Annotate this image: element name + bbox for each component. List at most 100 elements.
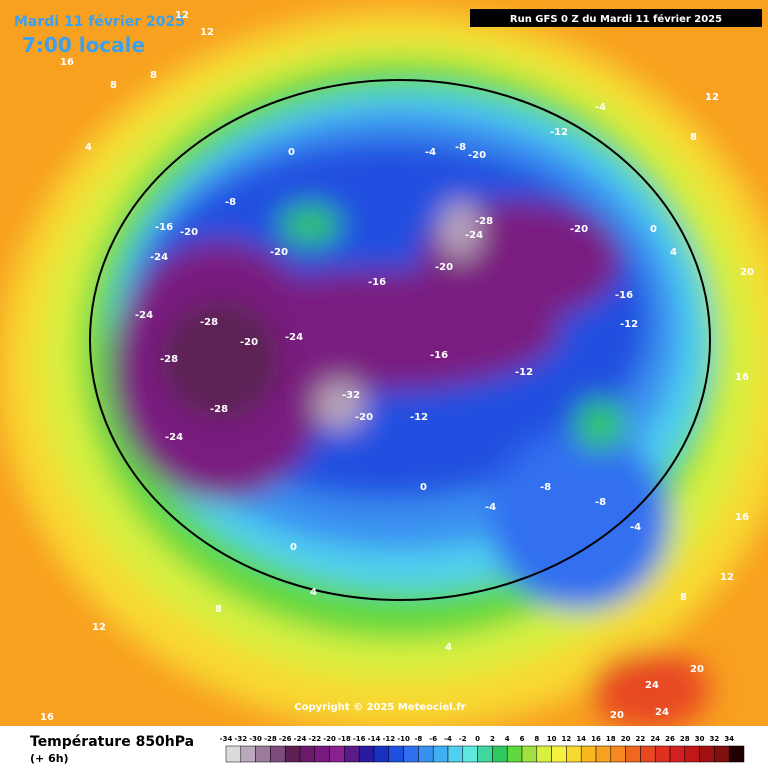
legend-swatch [699, 745, 715, 763]
legend-swatch [566, 745, 582, 763]
legend-tick: -6 [429, 735, 437, 743]
legend-tick: 8 [534, 735, 539, 743]
legend-swatch [314, 745, 330, 763]
legend-swatch [255, 745, 271, 763]
contour-label: 0 [288, 147, 295, 158]
run-box [470, 9, 762, 27]
legend-swatch [521, 745, 538, 763]
legend-tick: -24 [294, 735, 307, 743]
legend-tick: 0 [475, 735, 480, 743]
legend-swatch [329, 745, 345, 763]
legend-tick: -18 [338, 735, 351, 743]
contour-label: -4 [595, 102, 606, 113]
contour-label: -20 [570, 224, 588, 235]
contour-label: -4 [485, 502, 496, 513]
contour-label: 16 [40, 712, 54, 723]
contour-label: -20 [468, 150, 486, 161]
legend-tick: 22 [636, 735, 646, 743]
legend-tick: 34 [724, 735, 734, 743]
legend-tick: 28 [680, 735, 690, 743]
valid-date: Mardi 11 février 2025 [14, 14, 185, 30]
legend-tick: -34 [220, 735, 233, 743]
contour-label: -16 [368, 277, 386, 288]
contour-label: -8 [540, 482, 551, 493]
contour-label: -24 [135, 310, 153, 321]
legend-swatch [344, 745, 360, 763]
legend-tick: -32 [234, 735, 247, 743]
legend-swatch [418, 745, 434, 763]
legend-tick: -2 [459, 735, 467, 743]
contour-label: 24 [655, 707, 669, 718]
legend-swatch [240, 745, 256, 763]
legend-tick: -30 [249, 735, 262, 743]
legend-tick: 30 [695, 735, 705, 743]
legend-swatch [728, 745, 745, 763]
contour-label: -4 [630, 522, 641, 533]
contour-label: -20 [240, 337, 258, 348]
legend-swatch [654, 745, 671, 763]
legend-tick: 6 [520, 735, 525, 743]
contour-label: -16 [615, 290, 633, 301]
legend-swatch [388, 745, 404, 763]
contour-label: -28 [200, 317, 218, 328]
legend-tick: -8 [415, 735, 423, 743]
legend-swatch [536, 745, 552, 763]
contour-label: -28 [160, 354, 178, 365]
legend-tick: -16 [353, 735, 366, 743]
legend-subtitle: (+ 6h) [30, 752, 69, 765]
contour-label: 8 [215, 604, 222, 615]
contour-label: 0 [420, 482, 427, 493]
legend-tick: -26 [279, 735, 292, 743]
contour-label: -24 [165, 432, 183, 443]
contour-label: -20 [435, 262, 453, 273]
contour-label: 20 [740, 267, 754, 278]
legend-swatch [640, 745, 656, 763]
contour-label: 12 [720, 572, 734, 583]
legend-swatch [284, 745, 301, 763]
contour-label: 0 [650, 224, 657, 235]
contour-label: 4 [310, 587, 317, 598]
contour-label: 20 [690, 664, 704, 675]
legend-tick: -4 [444, 735, 452, 743]
legend-swatch [492, 745, 508, 763]
legend-tick: -28 [264, 735, 277, 743]
legend-tick: 2 [490, 735, 495, 743]
legend-swatch [373, 745, 390, 763]
legend-swatch [669, 745, 686, 763]
legend-swatch [595, 745, 612, 763]
contour-label: -32 [342, 390, 360, 401]
copyright: Copyright © 2025 Meteociel.fr [294, 702, 465, 713]
contour-label: -28 [210, 404, 228, 415]
legend-tick: 4 [505, 735, 510, 743]
legend-swatch [270, 745, 286, 763]
legend-tick: -12 [382, 735, 395, 743]
contour-label: -12 [410, 412, 428, 423]
legend-swatch [225, 745, 242, 763]
contour-label: -20 [355, 412, 373, 423]
contour-label: 20 [610, 710, 624, 721]
contour-label: 12 [92, 622, 106, 633]
contour-label: -8 [595, 497, 606, 508]
contour-label: -24 [150, 252, 168, 263]
contour-label: -16 [155, 222, 173, 233]
contour-label: 24 [645, 680, 659, 691]
valid-time: 7:00 locale [22, 33, 145, 57]
contour-label: -24 [465, 230, 483, 241]
contour-label: -20 [180, 227, 198, 238]
legend-swatch [580, 745, 597, 763]
legend-tick: -10 [397, 735, 410, 743]
legend-tick: 20 [621, 735, 631, 743]
legend-tick: 26 [665, 735, 675, 743]
contour-label: -8 [225, 197, 236, 208]
contour-label: 8 [690, 132, 697, 143]
legend-swatch [551, 745, 567, 763]
contour-label: 4 [445, 642, 452, 653]
legend-tick: -22 [308, 735, 321, 743]
contour-label: -8 [455, 142, 466, 153]
contour-label: 8 [150, 70, 157, 81]
legend-tick: 16 [591, 735, 601, 743]
contour-label: 4 [670, 247, 677, 258]
legend-swatch [432, 745, 449, 763]
legend-swatch [403, 745, 419, 763]
